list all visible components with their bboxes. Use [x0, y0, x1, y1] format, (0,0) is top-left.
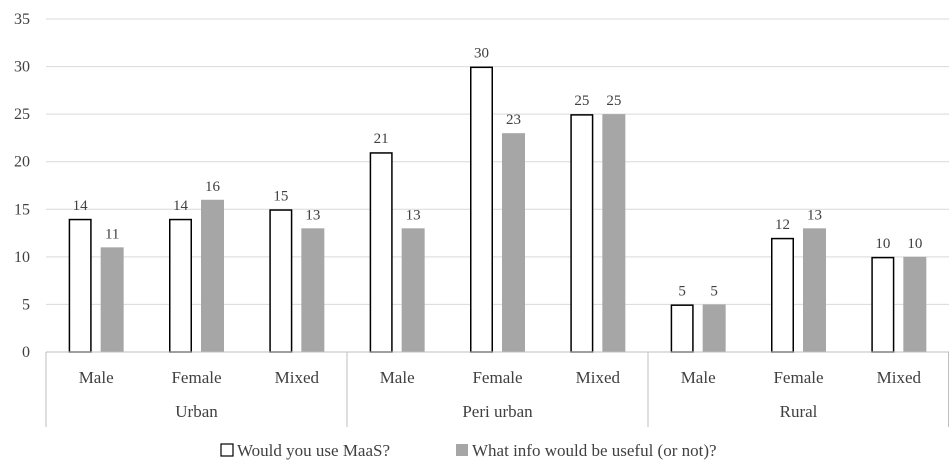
- data-label: 5: [678, 283, 686, 299]
- data-label: 16: [205, 179, 221, 195]
- legend-swatch-info-useful: [456, 444, 468, 456]
- data-label: 21: [374, 131, 389, 147]
- data-label: 14: [73, 198, 89, 214]
- bar-info-useful-4: [502, 133, 525, 352]
- x-category-label: Female: [773, 368, 823, 387]
- data-label: 25: [606, 93, 621, 109]
- data-label: 10: [907, 236, 922, 252]
- data-label: 13: [305, 207, 320, 223]
- y-tick-label: 30: [14, 59, 30, 76]
- data-label: 12: [775, 217, 790, 233]
- gridlines: [46, 18, 949, 305]
- x-category-label: Female: [171, 368, 221, 387]
- bar-info-useful-2: [301, 228, 325, 352]
- x-category-label: Female: [472, 368, 522, 387]
- bar-would-use-maas-7: [771, 237, 794, 353]
- y-tick-label: 35: [14, 11, 30, 28]
- x-category-label: Mixed: [877, 368, 922, 387]
- legend-swatch-would-use-maas: [220, 443, 234, 457]
- bar-info-useful-5: [602, 114, 626, 353]
- y-tick-label: 25: [14, 106, 30, 123]
- data-label: 30: [474, 46, 489, 62]
- bar-would-use-maas-4: [470, 66, 493, 353]
- data-label: 25: [574, 93, 589, 109]
- x-category-label: Mixed: [576, 368, 621, 387]
- x-axis: Male Female Mixed Male Female Mixed Male Female…: [45, 351, 949, 427]
- legend: Would you use MaaS? What info would be us…: [220, 441, 717, 460]
- y-tick-label: 15: [14, 201, 30, 218]
- x-category-label: Male: [79, 368, 114, 387]
- bar-info-useful-0: [100, 247, 124, 352]
- y-tick-label: 10: [14, 249, 30, 266]
- bar-would-use-maas-1: [169, 218, 192, 353]
- y-tick-label: 0: [22, 344, 30, 361]
- x-group-label: Urban: [175, 402, 218, 421]
- legend-label-info-useful: What info would be useful (or not)?: [472, 441, 717, 460]
- y-tick-label: 5: [22, 296, 30, 313]
- data-label: 13: [406, 207, 421, 223]
- y-tick-label: 20: [14, 154, 30, 171]
- x-category-label: Male: [380, 368, 415, 387]
- bar-would-use-maas-5: [570, 114, 594, 353]
- bar-would-use-maas-2: [269, 209, 293, 353]
- bar-would-use-maas-8: [871, 256, 895, 353]
- x-group-label: Rural: [780, 402, 818, 421]
- bar-info-useful-1: [201, 199, 224, 352]
- bar-info-useful-8: [903, 256, 927, 352]
- bars: [68, 66, 927, 353]
- data-label: 11: [105, 226, 119, 242]
- data-label: 5: [710, 283, 718, 299]
- data-label: 10: [875, 236, 890, 252]
- data-label: 15: [273, 188, 288, 204]
- legend-label-would-use-maas: Would you use MaaS?: [237, 441, 390, 460]
- data-label: 23: [506, 112, 521, 128]
- bar-info-useful-3: [401, 228, 425, 352]
- data-label: 13: [807, 207, 822, 223]
- y-axis-ticks: 0 5 10 15 20 25 30 35: [14, 11, 30, 361]
- x-category-label: Mixed: [275, 368, 320, 387]
- data-labels: 14 11 14 16 15 13 21 13 30 23 25 25 5 5 12 13 10 10: [73, 46, 923, 300]
- bar-would-use-maas-0: [68, 218, 92, 353]
- bar-would-use-maas-3: [369, 152, 393, 353]
- data-label: 14: [173, 198, 189, 214]
- bar-info-useful-6: [702, 304, 726, 352]
- x-category-label: Male: [681, 368, 716, 387]
- bar-would-use-maas-6: [670, 304, 694, 353]
- bar-info-useful-7: [803, 228, 826, 352]
- x-group-label: Peri urban: [462, 402, 533, 421]
